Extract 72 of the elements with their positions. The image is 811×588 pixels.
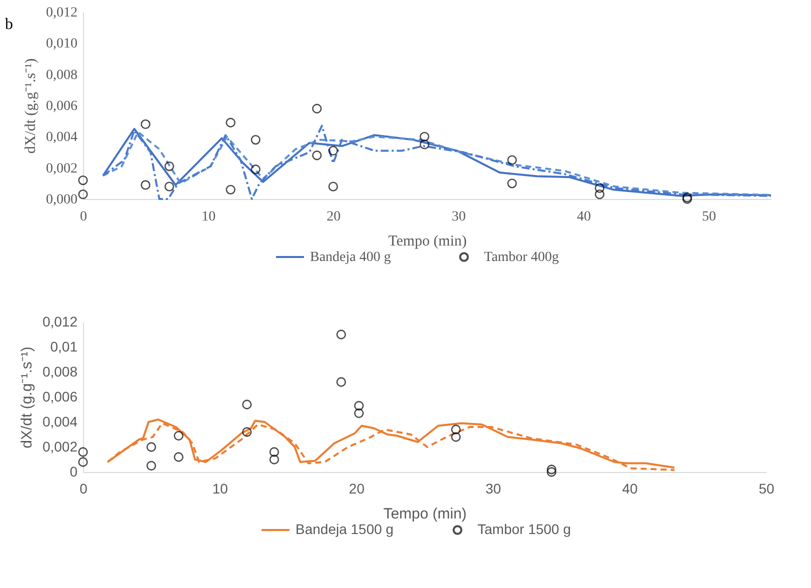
point — [140, 119, 150, 130]
point — [78, 447, 88, 457]
point — [78, 175, 88, 186]
y-tick-label: 0,012 — [46, 6, 78, 20]
x-axis-title: Tempo (min) — [388, 234, 467, 250]
point — [354, 400, 364, 411]
point — [174, 452, 184, 462]
point — [354, 408, 364, 418]
point — [269, 447, 280, 457]
x-tick-label: 20 — [326, 210, 341, 224]
point — [594, 190, 604, 200]
point — [164, 182, 174, 192]
y-tick-label: 0,010 — [46, 36, 78, 52]
point — [174, 430, 184, 441]
x-tick-label: 0 — [80, 480, 88, 496]
legend-label: Bandeja 400 g — [310, 250, 391, 265]
point — [328, 146, 338, 156]
point — [146, 442, 156, 452]
x-tick-label: 50 — [702, 210, 716, 224]
point — [242, 400, 252, 410]
point — [336, 330, 346, 340]
x-tick-label: 30 — [452, 210, 466, 224]
x-axis-title: Tempo (min) — [383, 506, 467, 522]
legend-label: Tambor 400g — [484, 250, 559, 265]
point — [546, 467, 556, 477]
point — [78, 457, 88, 467]
text: b — [5, 16, 13, 33]
x-tick-label: 20 — [348, 480, 365, 496]
y-axis-title: dX/dt (g.g⁻¹.s⁻¹) — [23, 58, 39, 154]
y-tick-label: 0,000 — [46, 192, 78, 208]
point — [140, 180, 150, 190]
x-tick-label: 10 — [212, 480, 228, 496]
point — [242, 427, 252, 437]
point — [78, 190, 88, 200]
x-tick-label: 10 — [202, 210, 216, 224]
y-tick-label: 0,004 — [46, 130, 78, 146]
point — [146, 460, 156, 471]
point — [328, 182, 338, 192]
legend-label: Tambor 1500 g — [478, 521, 571, 537]
point — [594, 183, 604, 193]
point — [226, 184, 236, 194]
point — [312, 104, 322, 114]
point — [269, 454, 280, 464]
x-tick-label: 40 — [576, 210, 591, 224]
y-tick-label: 0,006 — [42, 388, 78, 404]
x-tick-label: 30 — [486, 480, 502, 496]
point — [420, 132, 430, 142]
point — [336, 377, 346, 387]
point — [226, 118, 236, 128]
x-tick-label: 50 — [758, 480, 774, 496]
point — [507, 155, 517, 165]
point — [164, 161, 174, 172]
point — [250, 134, 260, 145]
legend-label: Bandeja 1500 g — [296, 521, 394, 537]
y-tick-label: 0,004 — [42, 414, 78, 430]
y-axis-title: dX/dt (g.g⁻¹.s⁻¹) — [18, 346, 36, 448]
y-tick-label: 0,008 — [46, 68, 78, 83]
y-tick-label: 0,01 — [50, 338, 78, 354]
y-tick-label: 0,002 — [46, 161, 78, 176]
point — [451, 424, 461, 434]
point — [507, 178, 517, 188]
y-tick-label: 0,008 — [42, 364, 78, 380]
point — [451, 432, 461, 442]
point — [420, 140, 430, 150]
point — [546, 464, 556, 474]
y-tick-label: 0 — [70, 464, 78, 480]
y-tick-label: 0,002 — [42, 438, 78, 454]
point — [250, 164, 260, 174]
point — [312, 150, 322, 160]
x-tick-label: 40 — [622, 480, 638, 496]
y-tick-label: 0,006 — [46, 99, 78, 114]
y-tick-label: 0,012 — [42, 314, 78, 330]
